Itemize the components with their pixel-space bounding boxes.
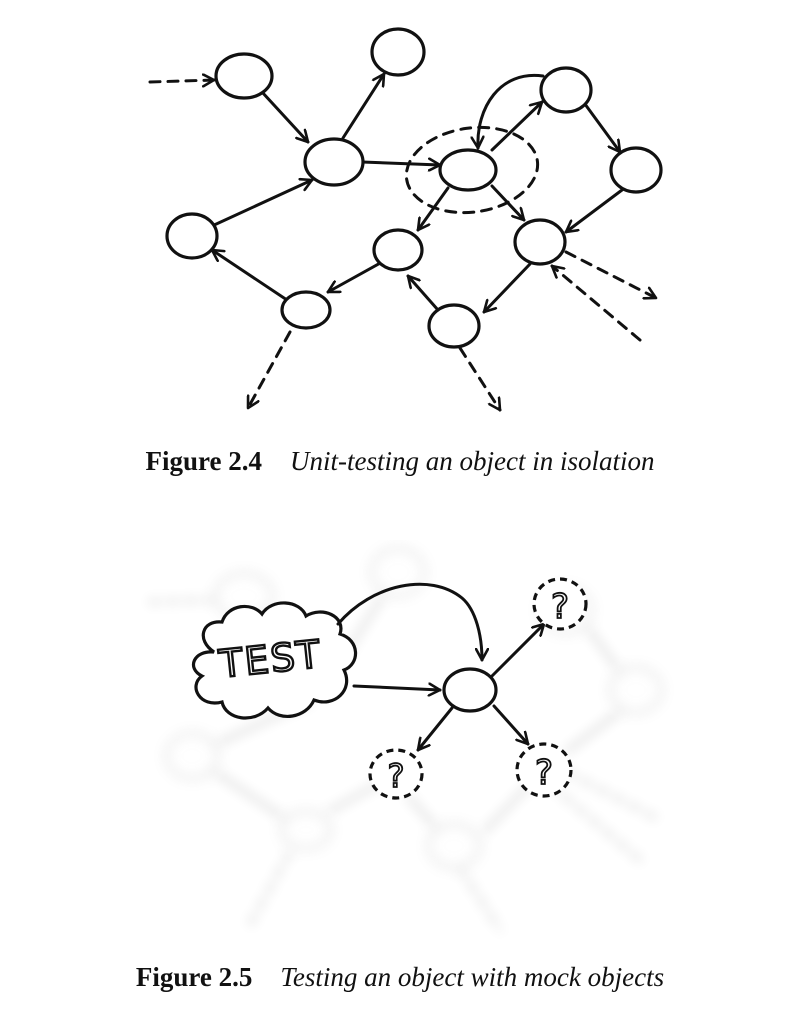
graph-nodes bbox=[165, 27, 663, 349]
mock-edge bbox=[490, 622, 546, 678]
figure-number: Figure 2.4 bbox=[145, 446, 263, 476]
mock-object: ? bbox=[532, 577, 588, 631]
mock-question-mark: ? bbox=[388, 757, 405, 795]
isolation-boundary bbox=[404, 125, 540, 215]
figure-caption: Figure 2.4 Unit-testing an object in isol… bbox=[0, 446, 800, 477]
object-node bbox=[609, 146, 663, 194]
graph-edge bbox=[406, 274, 440, 312]
outgoing-dashed-edge bbox=[564, 250, 658, 298]
graph-edges bbox=[148, 72, 658, 412]
object-node bbox=[539, 66, 593, 114]
graph-edge-curved bbox=[478, 73, 545, 150]
graph-edge bbox=[260, 90, 310, 144]
object-node bbox=[370, 27, 426, 77]
object-under-test-node bbox=[438, 148, 498, 192]
mock-objects-diagram: TEST ? ? ? bbox=[148, 547, 663, 932]
incoming-dashed-edge bbox=[550, 264, 642, 342]
graph-edge bbox=[490, 100, 544, 152]
graph-edge bbox=[210, 248, 292, 304]
object-node bbox=[427, 303, 481, 349]
mock-question-mark: ? bbox=[535, 753, 553, 793]
isolation-diagram bbox=[148, 27, 663, 412]
test-setup-edge bbox=[336, 582, 482, 662]
graph-edge bbox=[482, 262, 532, 314]
figure-caption-text: Testing an object with mock objects bbox=[280, 962, 665, 992]
figure-caption-text: Unit-testing an object in isolation bbox=[290, 446, 655, 476]
test-cloud bbox=[191, 601, 358, 720]
object-node bbox=[372, 228, 424, 272]
graph-edge bbox=[326, 260, 384, 294]
graph-edge bbox=[580, 98, 622, 154]
graph-edge bbox=[210, 180, 314, 228]
figure-caption: Figure 2.5 Testing an object with mock ob… bbox=[0, 962, 800, 993]
object-node bbox=[165, 212, 219, 260]
figure-number: Figure 2.5 bbox=[135, 962, 253, 992]
mock-edge bbox=[492, 704, 530, 746]
object-under-test-node bbox=[442, 667, 498, 713]
mock-object: ? bbox=[515, 742, 573, 798]
graph-edge bbox=[564, 188, 624, 234]
mock-object: ? bbox=[368, 748, 424, 800]
outgoing-dashed-edge bbox=[246, 330, 292, 410]
object-node bbox=[214, 52, 274, 100]
graph-edge bbox=[341, 72, 386, 140]
mock-edge bbox=[416, 706, 454, 752]
object-node bbox=[303, 137, 365, 187]
graph-edge bbox=[360, 162, 442, 165]
mock-question-mark: ? bbox=[551, 587, 569, 627]
outgoing-dashed-edge bbox=[458, 346, 502, 412]
graph-edge bbox=[416, 186, 450, 232]
incoming-dashed-edge bbox=[148, 80, 216, 82]
object-node bbox=[280, 290, 332, 330]
object-node bbox=[513, 218, 567, 266]
test-call-edge bbox=[352, 686, 442, 690]
